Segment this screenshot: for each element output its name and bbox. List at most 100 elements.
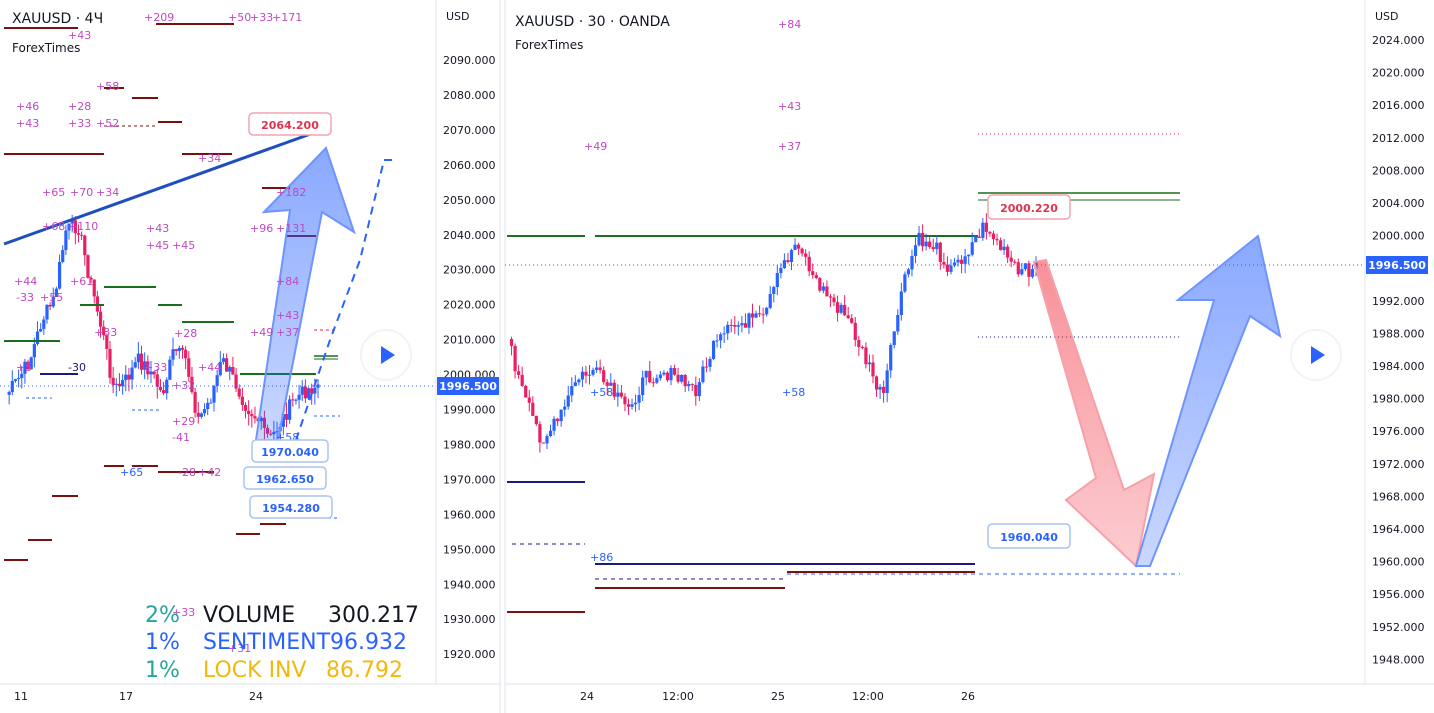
candle-body	[708, 358, 712, 367]
level-annotation: +84	[276, 275, 299, 288]
right-play-button[interactable]	[1290, 329, 1342, 381]
candle-body	[42, 319, 46, 329]
candle-body	[570, 386, 574, 396]
candle-body	[541, 442, 546, 444]
candle-body	[548, 430, 553, 437]
candle-body	[740, 323, 744, 326]
candle-body	[281, 414, 285, 427]
candle-body	[98, 311, 103, 327]
candle-body	[247, 410, 251, 415]
candle-body	[552, 418, 556, 431]
left-projection-dashed[interactable]	[295, 159, 398, 441]
left-play-button[interactable]	[360, 329, 412, 381]
candle-body	[155, 374, 159, 387]
candle-body	[626, 404, 631, 407]
left-symbol-title: XAUUSD · 4Ч	[12, 11, 103, 27]
candle-body	[594, 367, 599, 370]
candle-body	[843, 304, 847, 316]
right-up-arrow[interactable]	[1134, 234, 1282, 567]
level-annotation: +182	[276, 186, 306, 199]
level-annotation: +44	[14, 275, 37, 288]
candle-body	[658, 374, 662, 379]
candle-body	[722, 333, 726, 335]
left-y-axis[interactable]: 2090.000 2080.000 2070.000 2060.000 2050.000…	[443, 54, 496, 661]
right-x-axis[interactable]: 24 12:00 25 12:00 26	[580, 690, 975, 703]
candle-body	[807, 256, 811, 272]
candle-body	[1030, 269, 1035, 277]
x-tick-label: 26	[961, 690, 975, 703]
level-annotation: +49	[250, 326, 273, 339]
candle-body	[215, 375, 219, 386]
candle-body	[108, 348, 112, 378]
y-tick-label: 1980.000	[1372, 393, 1425, 406]
left-plot-area[interactable]	[0, 0, 436, 684]
candle-body	[294, 399, 298, 401]
candle-body	[509, 339, 514, 346]
right-callout-top[interactable]: 2000.220	[987, 194, 1071, 220]
y-tick-label: 1920.000	[443, 648, 496, 661]
stat-lockinv-label: LOCK INV	[203, 658, 307, 683]
left-callout-1[interactable]: 1970.040	[251, 439, 329, 463]
level-annotation: +37	[778, 140, 801, 153]
candle-body	[114, 383, 118, 385]
candle-body	[221, 358, 226, 362]
right-callout-bottom[interactable]: 1960.040	[987, 523, 1071, 549]
right-callout-bottom-text: 1960.040	[1000, 531, 1058, 544]
candle-body	[237, 388, 241, 397]
candle-body	[804, 253, 808, 257]
candle-body	[165, 379, 169, 394]
right-y-axis[interactable]: 2024.000 2020.000 2016.000 2012.000 2008.000…	[1372, 34, 1425, 666]
level-annotation: +171	[272, 11, 302, 24]
left-callout-3[interactable]: 1954.280	[249, 495, 333, 519]
candle-body	[1023, 263, 1027, 270]
candle-body	[61, 250, 65, 263]
candle-body	[733, 325, 737, 327]
x-tick-label: 11	[14, 690, 28, 703]
left-last-price: 1996.500	[439, 380, 497, 393]
y-tick-label: 1970.000	[443, 473, 496, 486]
candle-body	[32, 344, 36, 358]
candle-body	[648, 370, 652, 383]
stat-sentiment-value: 96.932	[330, 630, 407, 655]
right-levels	[507, 133, 1180, 613]
candle-body	[633, 402, 638, 405]
level-annotation: +33	[144, 361, 167, 374]
candle-body	[212, 385, 216, 403]
left-trend-line[interactable]	[3, 130, 317, 246]
level-annotation: +33	[172, 606, 195, 619]
level-annotation: +58	[590, 386, 613, 399]
candle-body	[303, 386, 307, 399]
left-x-axis[interactable]: 11 17 24	[14, 690, 263, 703]
candle-body	[130, 367, 134, 380]
level-annotation: +32	[172, 379, 195, 392]
candle-body	[161, 390, 166, 394]
left-callout-top[interactable]: 2064.200	[248, 112, 332, 136]
right-panel[interactable]: +84 +43 +49 +37 +58 +58 +86 XAUUSD · 30 · OAND…	[504, 0, 1434, 713]
candle-body	[35, 331, 40, 345]
candle-body	[924, 241, 928, 247]
candle-body	[772, 287, 776, 295]
play-icon	[1311, 346, 1325, 364]
candle-body	[757, 313, 762, 315]
right-last-price: 1996.500	[1368, 259, 1426, 272]
candle-body	[563, 406, 567, 410]
left-up-arrow[interactable]	[254, 146, 356, 441]
candle-body	[218, 361, 222, 376]
right-down-arrow[interactable]	[1032, 258, 1156, 568]
left-panel[interactable]: +209 +50+33+171+43+58+46 +28+43 +33 +52+34+6…	[0, 0, 501, 713]
candle-body	[584, 371, 588, 376]
candle-body	[846, 315, 850, 319]
y-tick-label: 1960.000	[443, 508, 496, 521]
candle-body	[143, 361, 147, 370]
left-callout-2[interactable]: 1962.650	[243, 466, 327, 490]
candle-body	[711, 340, 716, 359]
y-tick-label: 1960.000	[1372, 556, 1425, 569]
candle-body	[690, 384, 694, 386]
candle-body	[811, 271, 815, 276]
level-annotation: +33	[250, 11, 273, 24]
candle-body	[1020, 269, 1024, 275]
candle-body	[92, 279, 96, 297]
candle-body	[991, 233, 996, 240]
candle-body	[64, 230, 68, 251]
candle-body	[789, 250, 794, 262]
